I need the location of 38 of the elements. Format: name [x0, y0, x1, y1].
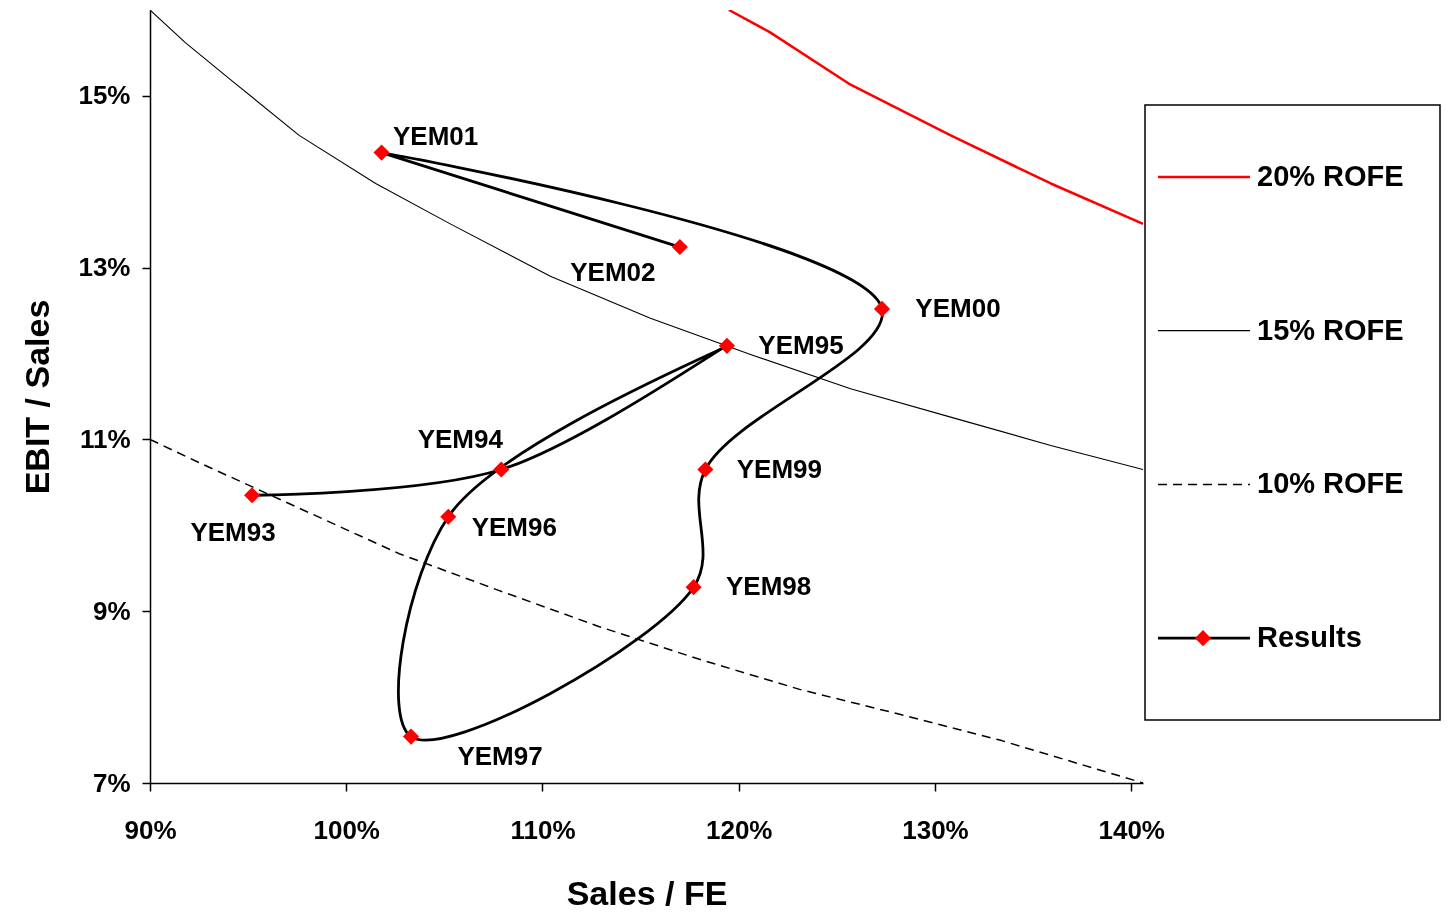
point — [440, 508, 457, 525]
point — [402, 728, 420, 745]
x-tick-label: 100% — [313, 814, 380, 845]
point — [685, 579, 702, 596]
x-tick-label: 130% — [902, 814, 969, 845]
data-label: YEM01 — [392, 120, 479, 151]
legend-label: 10% ROFE — [1257, 467, 1404, 500]
legend-label: 20% ROFE — [1257, 159, 1404, 192]
x-tick-label: 90% — [124, 814, 177, 845]
y-tick-label: 9% — [92, 595, 131, 626]
point — [243, 487, 261, 504]
x-axis-title: Sales / FE — [566, 873, 728, 912]
data-label: YEM00 — [915, 292, 1001, 323]
data-label: YEM02 — [570, 257, 656, 288]
point — [697, 461, 714, 478]
data-label: YEM99 — [736, 453, 823, 484]
legend-label: Results — [1257, 621, 1362, 654]
y-tick-label: 7% — [92, 767, 131, 798]
point — [671, 238, 688, 256]
point — [373, 144, 390, 161]
data-label: YEM93 — [190, 517, 276, 548]
point — [873, 300, 891, 317]
data-label: YEM98 — [725, 571, 812, 602]
point — [718, 337, 736, 354]
x-tick-label: 120% — [705, 814, 773, 845]
y-tick-label: 13% — [78, 252, 131, 283]
x-tick-label: 110% — [510, 814, 576, 845]
data-label: YEM95 — [758, 329, 844, 360]
data-label: YEM94 — [417, 423, 504, 454]
point — [493, 461, 510, 478]
data-label: YEM96 — [471, 511, 557, 542]
x-tick-label: 140% — [1098, 814, 1165, 845]
line-series — [727, 10, 1143, 226]
y-tick-label: 15% — [78, 80, 131, 111]
y-axis-title: EBIT / Sales — [18, 299, 57, 495]
data-label: YEM97 — [457, 740, 543, 771]
y-tick-label: 11% — [79, 423, 131, 454]
legend-label: 15% ROFE — [1257, 313, 1404, 346]
